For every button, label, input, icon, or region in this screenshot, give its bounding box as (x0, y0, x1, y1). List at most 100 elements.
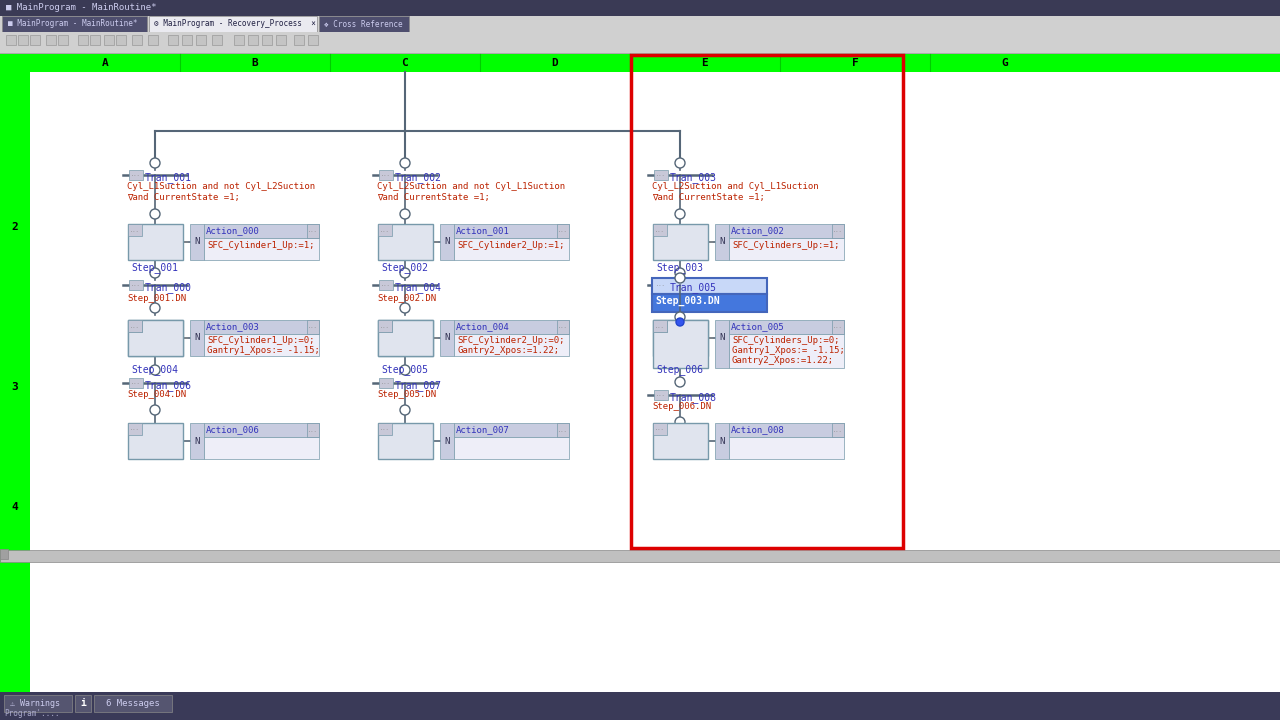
Text: SFC_Cylinder1_Up:=0;: SFC_Cylinder1_Up:=0; (207, 336, 315, 345)
Circle shape (675, 312, 685, 322)
Text: Step_004: Step_004 (132, 364, 178, 375)
Bar (0, 32, 1280, 53)
Text: Gantry2_Xpos:=1.22;: Gantry2_Xpos:=1.22; (457, 346, 559, 355)
Text: ...: ... (381, 380, 390, 385)
Bar (204, 423, 319, 437)
Bar (716, 423, 730, 459)
Text: ...: ... (381, 282, 390, 287)
Circle shape (399, 405, 410, 415)
Text: F: F (851, 58, 859, 68)
Bar (128, 320, 142, 332)
Text: N: N (444, 333, 449, 343)
Text: i: i (81, 698, 86, 708)
Bar (168, 35, 178, 45)
Text: Step_001: Step_001 (132, 262, 178, 273)
Bar (18, 35, 28, 45)
Bar (129, 170, 143, 180)
Bar (654, 390, 668, 400)
Text: N: N (719, 436, 724, 446)
Bar (440, 320, 454, 356)
Bar (128, 224, 183, 260)
Bar (378, 320, 392, 332)
Text: =: = (709, 239, 713, 245)
Text: =: = (434, 335, 438, 341)
Text: ∇and CurrentState =1;: ∇and CurrentState =1; (127, 193, 239, 202)
Text: Action_002: Action_002 (731, 226, 785, 235)
Bar (0, 0, 1280, 16)
Bar (378, 320, 433, 356)
Bar (262, 35, 273, 45)
Text: ...: ... (131, 228, 140, 233)
Bar (378, 224, 433, 260)
Bar (76, 695, 91, 712)
Bar (454, 423, 570, 437)
Text: Program'....: Program'.... (4, 709, 59, 719)
Text: ∇and CurrentState =1;: ∇and CurrentState =1; (652, 193, 765, 202)
Bar (716, 224, 730, 260)
Text: N: N (444, 436, 449, 446)
Text: ...: ... (833, 325, 842, 330)
Bar (652, 278, 767, 294)
Bar (631, 55, 902, 548)
Text: D: D (552, 58, 558, 68)
Text: ...: ... (131, 426, 140, 431)
Text: ...: ... (657, 173, 666, 178)
Bar (557, 224, 570, 238)
Bar (93, 695, 172, 712)
Text: G: G (1002, 58, 1009, 68)
Bar (29, 72, 1280, 692)
Bar (204, 224, 319, 238)
Bar (454, 238, 570, 260)
Text: Action_007: Action_007 (456, 425, 509, 434)
Bar (557, 423, 570, 437)
Bar (454, 437, 570, 459)
Bar (58, 35, 68, 45)
Text: ...: ... (655, 426, 664, 431)
Bar (129, 378, 143, 388)
Circle shape (399, 365, 410, 375)
Circle shape (150, 209, 160, 219)
Bar (276, 35, 285, 45)
Text: C: C (402, 58, 408, 68)
Text: Gantry1_Xpos:= -1.15;: Gantry1_Xpos:= -1.15; (732, 346, 845, 355)
Bar (652, 294, 767, 312)
Bar (128, 320, 183, 356)
Bar (379, 280, 393, 290)
Text: ...: ... (131, 323, 140, 328)
Bar (653, 320, 708, 356)
Text: N: N (719, 333, 724, 343)
Circle shape (150, 365, 160, 375)
Bar (653, 320, 667, 332)
Text: Action_006: Action_006 (206, 425, 260, 434)
Text: Step_004.DN: Step_004.DN (127, 390, 186, 399)
Circle shape (675, 158, 685, 168)
Text: Gantry2_Xpos:=1.22;: Gantry2_Xpos:=1.22; (732, 356, 835, 365)
Bar (307, 320, 319, 334)
Bar (730, 238, 844, 260)
Bar (204, 320, 319, 334)
Bar (557, 320, 570, 334)
Bar (128, 320, 183, 356)
Text: ...: ... (308, 428, 317, 433)
Circle shape (150, 158, 160, 168)
Text: Tran_000: Tran_000 (145, 282, 192, 293)
Circle shape (399, 158, 410, 168)
Bar (716, 320, 730, 368)
Circle shape (399, 303, 410, 313)
Text: ❖ Cross Reference: ❖ Cross Reference (324, 19, 403, 29)
Bar (379, 170, 393, 180)
Text: ...: ... (657, 282, 666, 287)
Text: SFC_Cylinder2_Up:=1;: SFC_Cylinder2_Up:=1; (457, 241, 564, 250)
Bar (440, 423, 454, 459)
Text: ...: ... (657, 392, 666, 397)
Text: Action_004: Action_004 (456, 322, 509, 331)
Bar (204, 334, 319, 356)
Circle shape (675, 417, 685, 427)
Text: =: = (184, 335, 188, 341)
Text: A: A (101, 58, 109, 68)
Bar (182, 35, 192, 45)
Bar (653, 423, 708, 459)
Bar (234, 35, 244, 45)
Text: 6 Messages: 6 Messages (106, 698, 160, 708)
Text: Gantry1_Xpos:= -1.15;: Gantry1_Xpos:= -1.15; (207, 346, 320, 355)
